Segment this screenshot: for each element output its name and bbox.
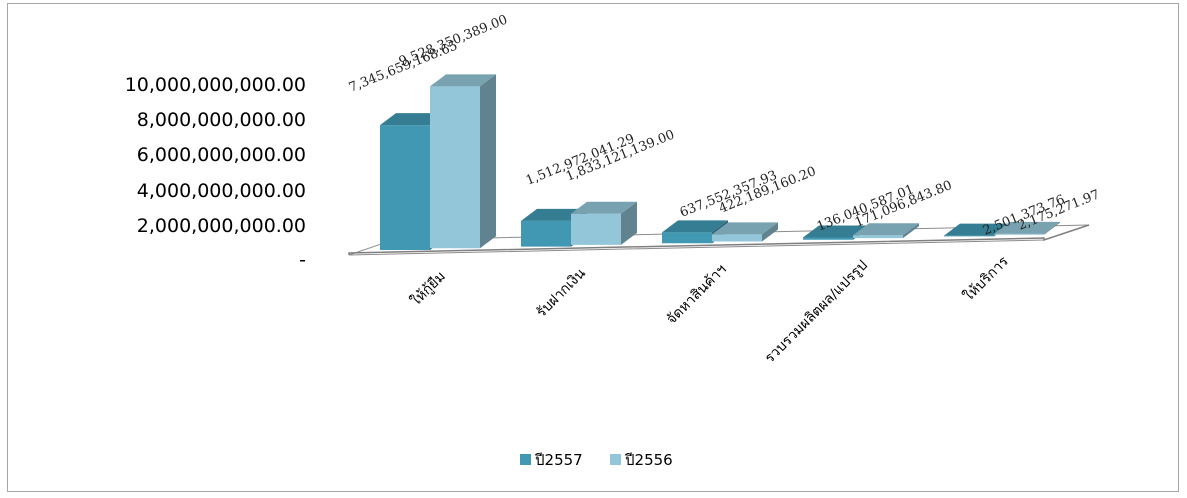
bar-top: [853, 223, 919, 236]
bar-side: [762, 222, 778, 242]
chart-frame: - 2,000,000,000.00 4,000,000,000.00 6,000,0…: [7, 3, 1179, 492]
y-tick-label: 2,000,000,000.00: [137, 215, 306, 237]
x-category-label: จัดหาสินค้าฯ: [664, 262, 730, 328]
legend-label: ปี2556: [624, 451, 673, 469]
legend-label: ปี2557: [534, 451, 583, 469]
bar-front: [430, 86, 480, 249]
bar-front: [571, 213, 621, 245]
floor-edge: [348, 224, 1090, 255]
bar-top: [803, 225, 869, 238]
bar: [853, 223, 919, 239]
bar-top: [662, 220, 728, 233]
bar-front: [662, 232, 712, 244]
x-category-label: รับฝากเงิน: [534, 265, 590, 321]
bar: [430, 74, 496, 249]
bar-front: [380, 125, 430, 250]
legend-swatch: [610, 454, 621, 465]
bar-front: [521, 220, 571, 247]
x-category-label: ให้กู้ยืม: [407, 268, 449, 310]
y-tick-label: -: [299, 249, 306, 271]
legend-item[interactable]: ปี2557: [520, 451, 583, 469]
bar-top: [712, 222, 778, 235]
bar-side: [480, 74, 496, 249]
bar: [571, 201, 637, 245]
y-tick-label: 8,000,000,000.00: [137, 109, 306, 131]
legend-item[interactable]: ปี2556: [610, 451, 673, 469]
bar-top: [521, 208, 587, 221]
chart-svg: - 2,000,000,000.00 4,000,000,000.00 6,000,0…: [125, 12, 1102, 469]
x-category-label: รวบรวมผลิตผล/แปรรูป: [762, 257, 871, 366]
bar-top: [571, 201, 637, 214]
bar: [994, 221, 1060, 235]
bar-front: [712, 234, 762, 242]
bar-top: [430, 74, 496, 87]
bar-side: [1044, 221, 1060, 235]
bar-front: [803, 237, 853, 240]
bar-side: [903, 223, 919, 239]
bar-front: [944, 235, 994, 237]
bar-top: [994, 221, 1060, 234]
y-tick-label: 6,000,000,000.00: [137, 144, 306, 166]
y-tick-label: 4,000,000,000.00: [137, 180, 306, 202]
x-category-label: ให้บริการ: [960, 252, 1012, 304]
data-label: 9,528,350,389.00: [397, 12, 510, 69]
bar: [712, 222, 778, 242]
bar-top: [944, 223, 1010, 236]
bar-top: [380, 113, 446, 126]
y-tick-label: 10,000,000,000.00: [125, 74, 306, 96]
bar-side: [621, 201, 637, 245]
bar-front: [994, 233, 1044, 235]
legend-swatch: [520, 454, 531, 465]
bar-front: [853, 235, 903, 239]
